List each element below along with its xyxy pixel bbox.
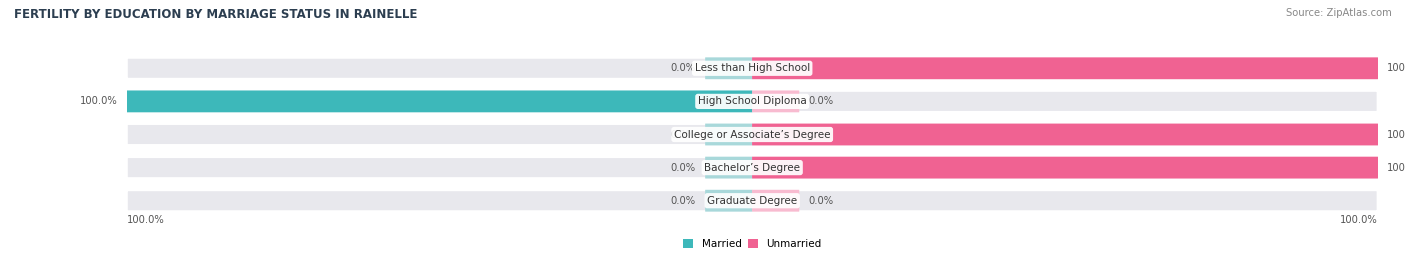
FancyBboxPatch shape <box>752 57 1378 79</box>
Text: 100.0%: 100.0% <box>1340 215 1378 225</box>
Legend: Married, Unmarried: Married, Unmarried <box>679 235 825 253</box>
FancyBboxPatch shape <box>706 57 752 79</box>
Text: Source: ZipAtlas.com: Source: ZipAtlas.com <box>1286 8 1392 18</box>
FancyBboxPatch shape <box>752 157 1378 179</box>
Text: 100.0%: 100.0% <box>1388 129 1406 140</box>
Text: 0.0%: 0.0% <box>808 96 834 107</box>
Text: Bachelor’s Degree: Bachelor’s Degree <box>704 162 800 173</box>
Text: 0.0%: 0.0% <box>671 162 696 173</box>
Text: 100.0%: 100.0% <box>1388 162 1406 173</box>
Text: High School Diploma: High School Diploma <box>697 96 807 107</box>
Text: 0.0%: 0.0% <box>808 196 834 206</box>
Text: Graduate Degree: Graduate Degree <box>707 196 797 206</box>
FancyBboxPatch shape <box>127 57 1378 79</box>
Text: FERTILITY BY EDUCATION BY MARRIAGE STATUS IN RAINELLE: FERTILITY BY EDUCATION BY MARRIAGE STATU… <box>14 8 418 21</box>
Text: College or Associate’s Degree: College or Associate’s Degree <box>673 129 831 140</box>
Text: Less than High School: Less than High School <box>695 63 810 73</box>
Text: 100.0%: 100.0% <box>79 96 117 107</box>
FancyBboxPatch shape <box>752 90 799 112</box>
FancyBboxPatch shape <box>127 157 1378 179</box>
FancyBboxPatch shape <box>706 123 752 146</box>
Text: 0.0%: 0.0% <box>671 63 696 73</box>
FancyBboxPatch shape <box>127 90 1378 112</box>
Text: 0.0%: 0.0% <box>671 196 696 206</box>
Text: 0.0%: 0.0% <box>671 129 696 140</box>
FancyBboxPatch shape <box>127 90 752 112</box>
FancyBboxPatch shape <box>706 157 752 179</box>
FancyBboxPatch shape <box>127 123 1378 146</box>
Text: 100.0%: 100.0% <box>127 215 165 225</box>
FancyBboxPatch shape <box>752 123 1378 146</box>
FancyBboxPatch shape <box>127 190 1378 212</box>
FancyBboxPatch shape <box>752 190 799 212</box>
Text: 100.0%: 100.0% <box>1388 63 1406 73</box>
FancyBboxPatch shape <box>706 190 752 212</box>
